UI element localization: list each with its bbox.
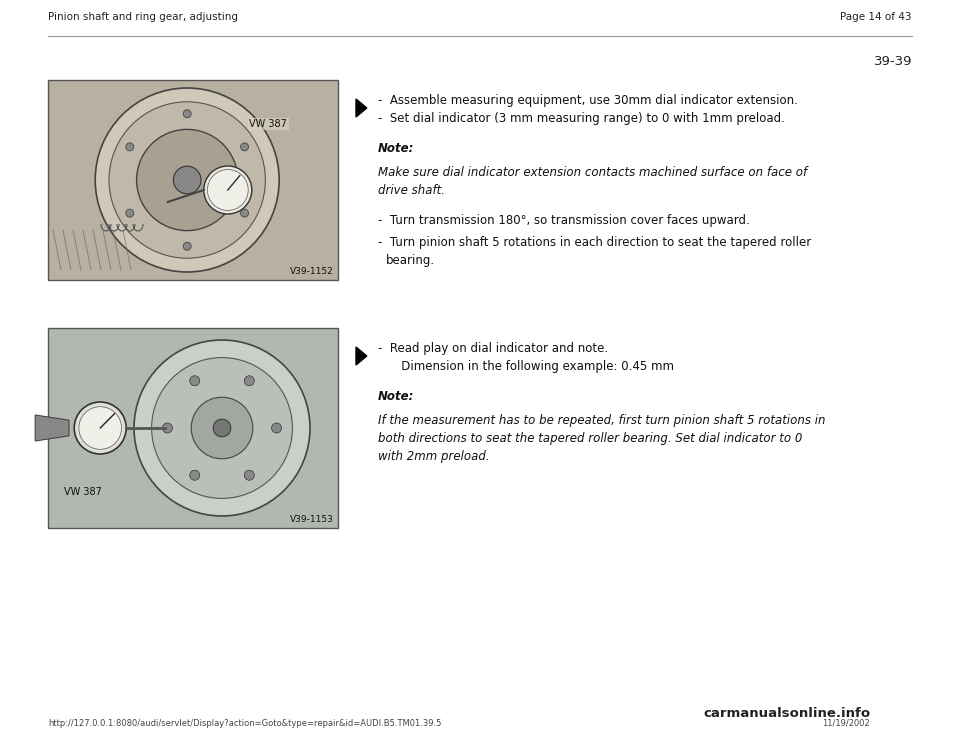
Circle shape [207,170,249,211]
Text: V39-1152: V39-1152 [290,267,334,276]
Text: Make sure dial indicator extension contacts machined surface on face of: Make sure dial indicator extension conta… [378,166,807,179]
Circle shape [183,242,191,250]
Text: If the measurement has to be repeated, first turn pinion shaft 5 rotations in: If the measurement has to be repeated, f… [378,414,826,427]
Text: http://127.0.0.1:8080/audi/servlet/Display?action=Goto&type=repair&id=AUDI.B5.TM: http://127.0.0.1:8080/audi/servlet/Displ… [48,719,442,728]
Text: -  Turn transmission 180°, so transmission cover faces upward.: - Turn transmission 180°, so transmissio… [378,214,750,227]
Circle shape [241,209,249,217]
Circle shape [191,397,252,459]
Text: VW 387: VW 387 [64,487,102,497]
Circle shape [79,407,122,450]
Circle shape [136,129,238,231]
Text: Pinion shaft and ring gear, adjusting: Pinion shaft and ring gear, adjusting [48,12,238,22]
Polygon shape [356,99,367,117]
Text: both directions to seat the tapered roller bearing. Set dial indicator to 0: both directions to seat the tapered roll… [378,432,803,445]
Text: -  Turn pinion shaft 5 rotations in each direction to seat the tapered roller: - Turn pinion shaft 5 rotations in each … [378,236,811,249]
Circle shape [162,423,173,433]
Text: drive shaft.: drive shaft. [378,184,445,197]
Text: -  Read play on dial indicator and note.: - Read play on dial indicator and note. [378,342,608,355]
Circle shape [241,143,249,151]
Circle shape [74,402,126,454]
FancyBboxPatch shape [48,80,338,280]
Text: VW 387: VW 387 [250,119,287,129]
Polygon shape [356,347,367,365]
Text: bearing.: bearing. [386,254,435,267]
Circle shape [109,102,265,258]
Text: Page 14 of 43: Page 14 of 43 [841,12,912,22]
Circle shape [244,375,254,386]
Text: Dimension in the following example: 0.45 mm: Dimension in the following example: 0.45… [390,360,674,373]
Circle shape [244,470,254,480]
Circle shape [190,375,200,386]
Circle shape [95,88,279,272]
Circle shape [174,166,201,194]
Polygon shape [36,415,69,441]
Text: -  Assemble measuring equipment, use 30mm dial indicator extension.: - Assemble measuring equipment, use 30mm… [378,94,798,107]
Circle shape [183,110,191,118]
Circle shape [126,143,133,151]
FancyBboxPatch shape [48,328,338,528]
Circle shape [152,358,293,499]
Circle shape [134,340,310,516]
Circle shape [126,209,133,217]
Circle shape [213,419,230,437]
Text: Note:: Note: [378,142,415,155]
Text: 11/19/2002: 11/19/2002 [823,719,870,728]
Circle shape [272,423,281,433]
Text: with 2mm preload.: with 2mm preload. [378,450,490,463]
Text: Note:: Note: [378,390,415,403]
Text: 39-39: 39-39 [874,55,912,68]
Circle shape [190,470,200,480]
Text: carmanualsonline.info: carmanualsonline.info [703,707,870,720]
Text: -  Set dial indicator (3 mm measuring range) to 0 with 1mm preload.: - Set dial indicator (3 mm measuring ran… [378,112,785,125]
Text: V39-1153: V39-1153 [290,515,334,524]
Circle shape [204,166,252,214]
